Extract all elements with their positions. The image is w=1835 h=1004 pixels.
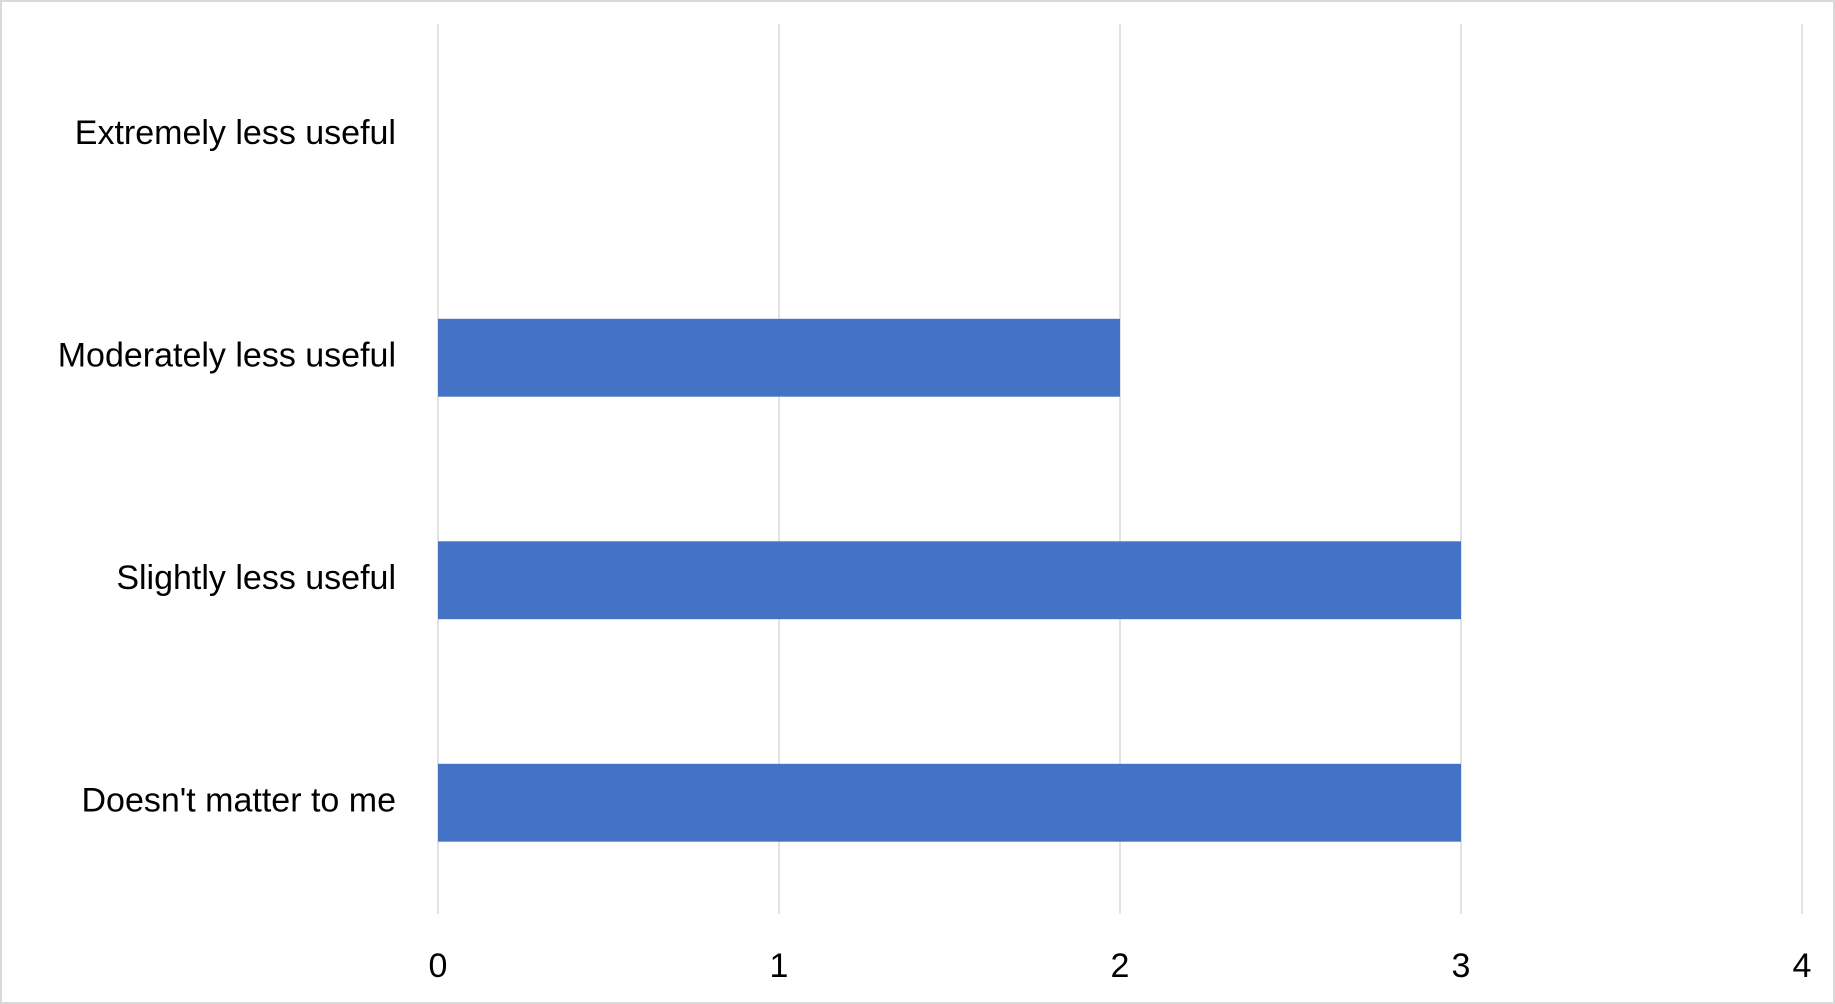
y-tick-label: Doesn't matter to me [82,782,397,820]
y-tick-label: Moderately less useful [58,337,396,375]
y-tick-label: Slightly less useful [116,559,396,597]
x-tick-label: 4 [1793,947,1812,985]
y-tick-label: Extremely less useful [75,114,396,152]
bar [438,541,1461,620]
x-tick-label: 3 [1452,947,1471,985]
x-tick-label: 0 [429,947,448,985]
x-tick-label: 1 [770,947,789,985]
bar [438,763,1461,842]
bar [438,318,1120,397]
x-tick-label: 2 [1111,947,1130,985]
